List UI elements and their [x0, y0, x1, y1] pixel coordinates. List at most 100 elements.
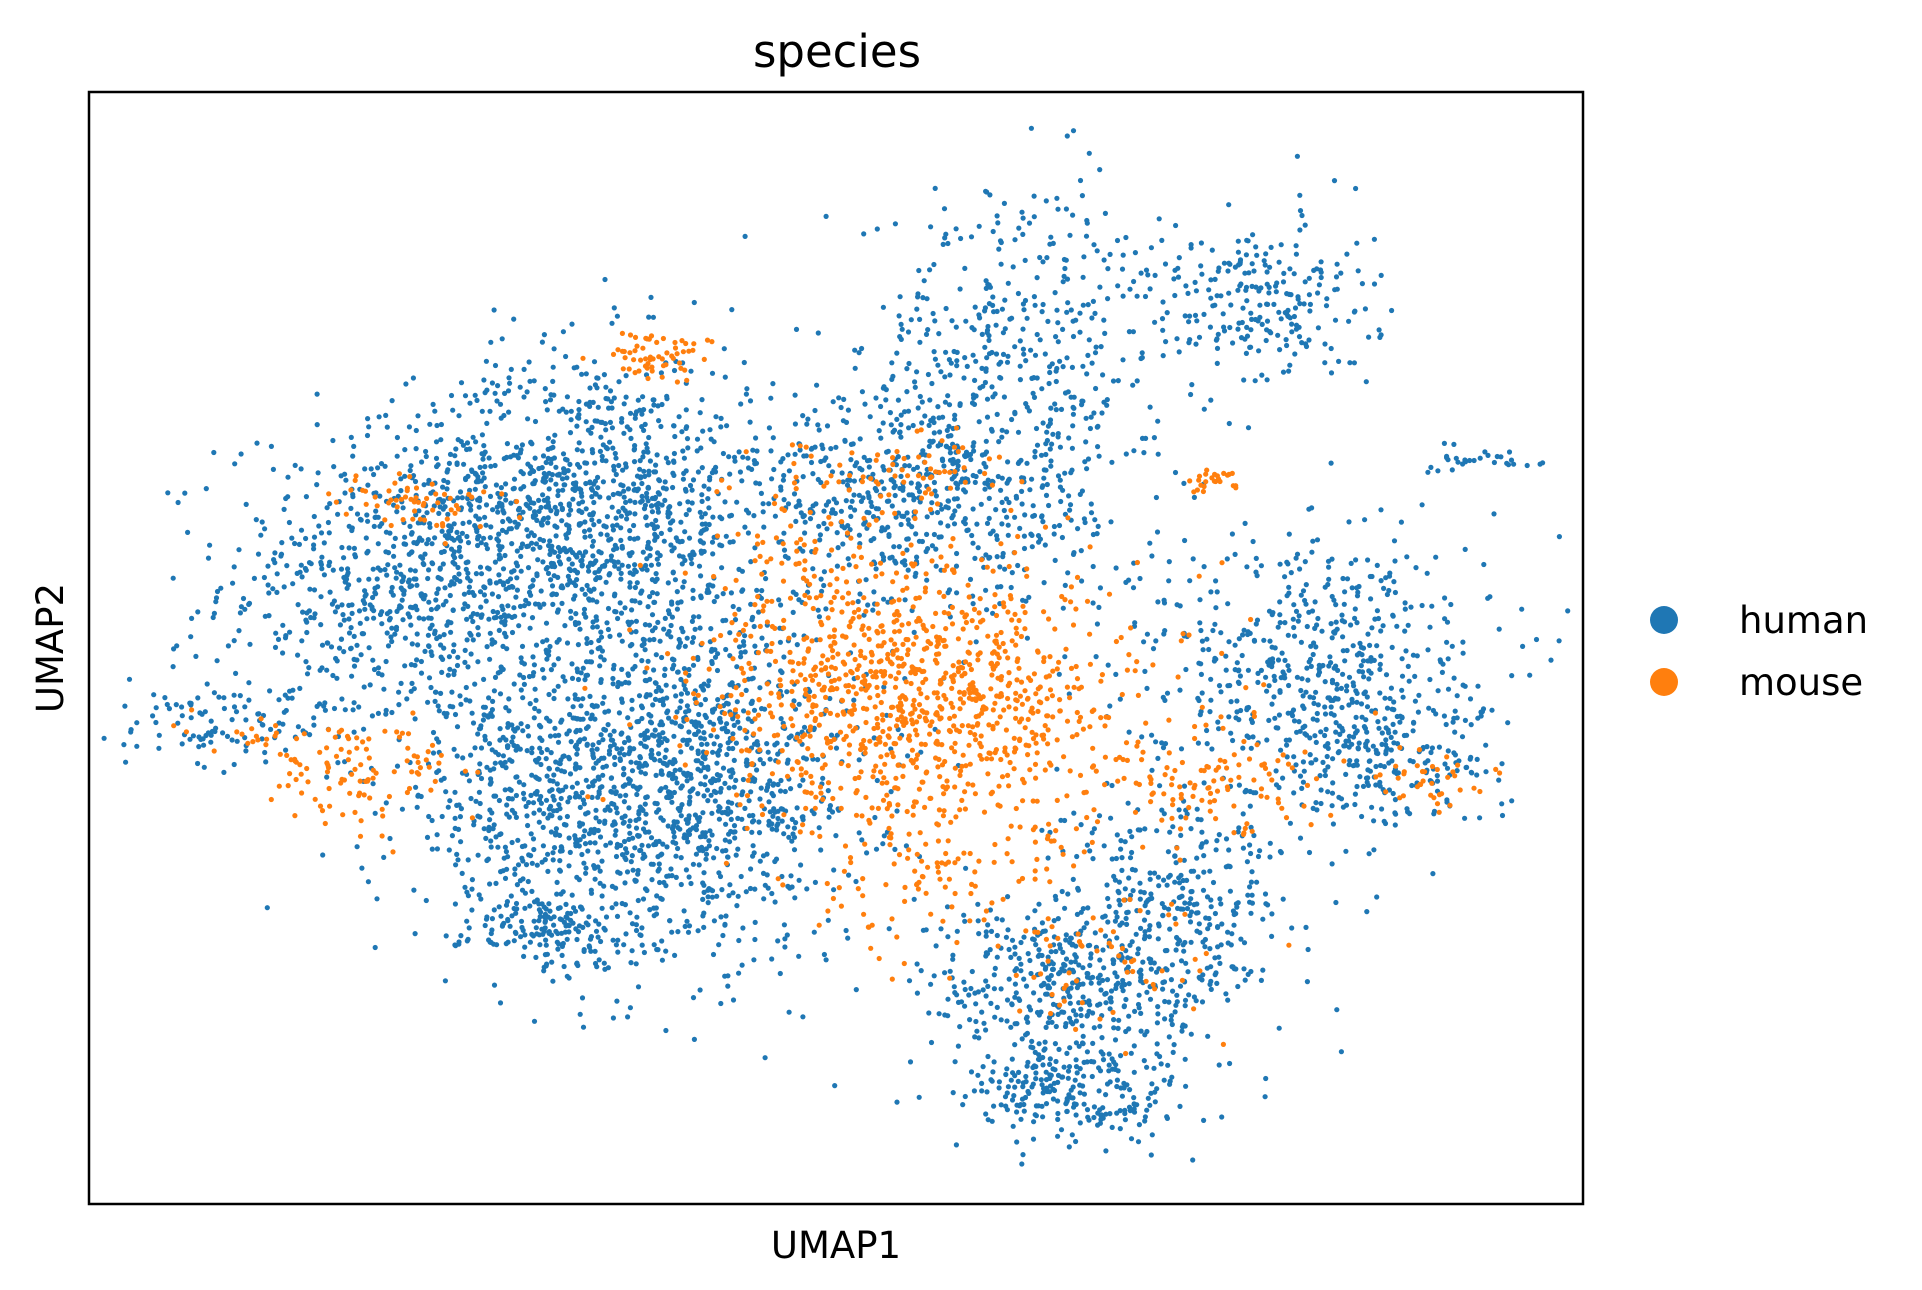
- point-human: [514, 587, 521, 593]
- point-human: [717, 743, 723, 749]
- point-human: [990, 528, 996, 534]
- point-human: [1031, 394, 1038, 400]
- point-human: [636, 693, 643, 699]
- point-human: [693, 731, 699, 738]
- point-human: [934, 509, 941, 516]
- point-human: [1192, 312, 1199, 318]
- point-human: [438, 576, 444, 582]
- point-human: [784, 932, 790, 938]
- point-human: [1291, 271, 1297, 277]
- point-human: [617, 600, 623, 606]
- point-human: [619, 699, 625, 705]
- point-human: [457, 693, 463, 699]
- point-human: [549, 813, 555, 819]
- point-human: [1244, 324, 1250, 330]
- point-human: [476, 892, 482, 898]
- point-human: [667, 520, 674, 526]
- point-human: [626, 805, 632, 811]
- point-human: [444, 486, 450, 492]
- point-human: [1123, 234, 1129, 241]
- point-human: [747, 419, 753, 425]
- point-human: [786, 834, 792, 840]
- point-human: [1035, 533, 1042, 539]
- point-human: [552, 523, 558, 529]
- point-human: [563, 784, 569, 790]
- point-human: [683, 835, 690, 841]
- point-human: [778, 716, 784, 722]
- point-human: [579, 371, 585, 377]
- point-human: [266, 613, 272, 619]
- point-human: [658, 786, 664, 792]
- point-human: [1047, 369, 1053, 376]
- point-human: [654, 893, 660, 899]
- point-human: [1410, 652, 1416, 658]
- point-human: [446, 654, 452, 660]
- point-human: [759, 635, 765, 641]
- point-human: [972, 377, 978, 383]
- point-human: [1047, 420, 1053, 427]
- point-human: [1318, 274, 1324, 281]
- point-human: [1082, 519, 1088, 526]
- point-human: [756, 609, 762, 615]
- point-human: [563, 822, 569, 828]
- point-human: [351, 545, 357, 552]
- point-human: [821, 951, 828, 958]
- point-human: [606, 748, 613, 754]
- point-human: [636, 833, 642, 839]
- point-human: [646, 472, 652, 478]
- point-human: [308, 561, 314, 567]
- point-human: [958, 235, 964, 242]
- point-human: [607, 633, 613, 640]
- point-human: [629, 607, 635, 613]
- point-human: [802, 530, 808, 536]
- point-human: [601, 523, 607, 529]
- point-human: [706, 486, 712, 492]
- point-human: [983, 278, 989, 284]
- point-human: [657, 757, 663, 764]
- point-human: [519, 843, 526, 850]
- point-human: [674, 606, 681, 612]
- point-human: [683, 867, 690, 873]
- point-human: [429, 846, 435, 852]
- point-human: [640, 807, 646, 814]
- point-human: [493, 834, 499, 840]
- point-human: [1023, 358, 1029, 364]
- point-human: [705, 894, 711, 900]
- point-human: [189, 615, 195, 622]
- point-human: [549, 583, 556, 589]
- point-human: [592, 840, 598, 846]
- point-human: [358, 517, 364, 523]
- point-human: [655, 854, 661, 860]
- point-human: [1278, 242, 1284, 248]
- point-human: [983, 366, 989, 372]
- point-human: [600, 737, 606, 743]
- point-human: [1276, 309, 1282, 315]
- point-human: [377, 493, 383, 499]
- point-human: [642, 622, 649, 628]
- point-human: [608, 399, 615, 405]
- point-human: [581, 860, 587, 866]
- point-human: [764, 741, 770, 747]
- point-human: [766, 799, 772, 805]
- point-human: [982, 379, 989, 386]
- point-human: [538, 588, 544, 594]
- point-human: [590, 624, 596, 630]
- point-human: [594, 703, 600, 709]
- point-human: [983, 285, 989, 291]
- point-human: [544, 773, 550, 779]
- point-human: [768, 448, 774, 454]
- point-human: [725, 805, 731, 811]
- point-human: [740, 776, 747, 783]
- point-human: [586, 943, 592, 949]
- point-human: [945, 393, 951, 399]
- point-human: [679, 561, 685, 567]
- point-human: [946, 423, 952, 429]
- point-human: [897, 294, 903, 300]
- point-human: [684, 436, 691, 442]
- point-human: [681, 455, 688, 461]
- point-human: [468, 632, 474, 638]
- point-human: [1021, 351, 1027, 357]
- point-human: [577, 626, 583, 632]
- point-human: [557, 868, 564, 874]
- point-human: [451, 668, 457, 674]
